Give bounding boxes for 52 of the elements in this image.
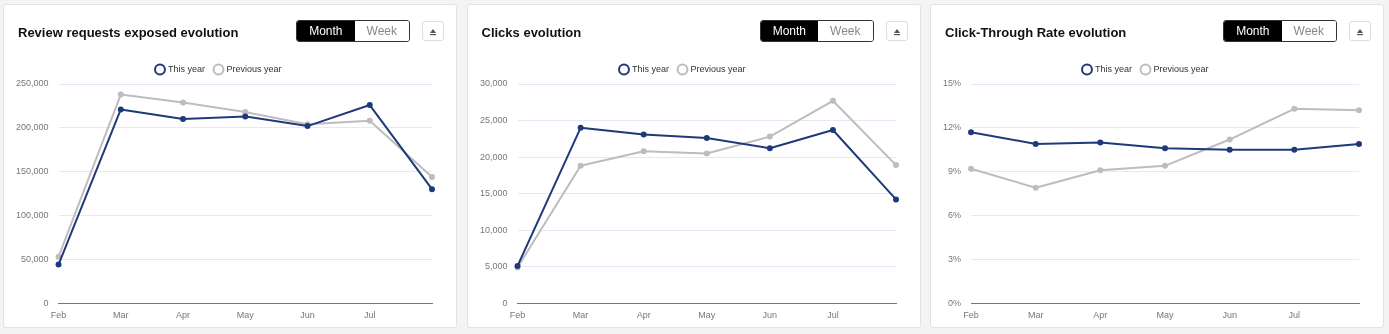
text: Week bbox=[1281, 21, 1336, 41]
y-tick-label: 100,000 bbox=[15, 210, 49, 220]
chart-title: Clicks evolution bbox=[481, 25, 582, 40]
y-tick-label: 10,000 bbox=[479, 224, 508, 235]
x-tick-label: May bbox=[236, 310, 255, 321]
x-tick-label: May bbox=[697, 310, 716, 321]
y-tick-label: 15% bbox=[943, 78, 962, 89]
x-tick-label: Jul bbox=[826, 310, 839, 321]
text: Month bbox=[1224, 21, 1282, 41]
text: Month bbox=[297, 21, 355, 41]
y-tick-label: 9% bbox=[948, 166, 962, 177]
legend-label: Previous year bbox=[689, 63, 746, 74]
x-tick-label: Apr bbox=[636, 310, 651, 321]
text: Week bbox=[818, 21, 873, 41]
x-tick-label: Mar bbox=[113, 310, 129, 321]
text: Month bbox=[760, 21, 819, 41]
y-tick-label: 6% bbox=[948, 210, 962, 220]
y-tick-label: 0 bbox=[43, 297, 49, 308]
text: Week bbox=[354, 21, 409, 41]
y-tick-label: 150,000 bbox=[15, 166, 49, 177]
y-tick-label: 0% bbox=[948, 297, 962, 308]
y-tick-label: 50,000 bbox=[21, 253, 49, 264]
chart-title: Click-Through Rate evolution bbox=[945, 25, 1127, 40]
legend-label: Previous year bbox=[1153, 63, 1209, 74]
y-tick-label: 250,000 bbox=[15, 78, 49, 89]
x-tick-label: Apr bbox=[176, 310, 191, 321]
chart-title: Review requests exposed evolution bbox=[18, 25, 239, 40]
x-tick-label: Jul bbox=[364, 310, 376, 321]
x-tick-label: Feb bbox=[50, 310, 67, 321]
x-tick-label: Jun bbox=[1222, 310, 1237, 321]
x-tick-label: Mar bbox=[1027, 310, 1044, 321]
x-tick-label: Jun bbox=[762, 310, 777, 321]
legend-label: This year bbox=[167, 63, 205, 74]
legend-label: Previous year bbox=[226, 63, 282, 74]
y-tick-label: 0 bbox=[502, 297, 508, 308]
y-tick-label: 200,000 bbox=[15, 122, 49, 133]
legend-label: This year bbox=[631, 63, 669, 74]
y-tick-label: 12% bbox=[943, 122, 962, 133]
x-tick-label: May bbox=[1156, 310, 1174, 321]
y-tick-label: 30,000 bbox=[479, 78, 508, 89]
y-tick-label: 3% bbox=[948, 253, 962, 264]
x-tick-label: Mar bbox=[572, 310, 588, 321]
x-tick-label: Apr bbox=[1093, 310, 1108, 321]
x-tick-label: Jun bbox=[300, 310, 315, 321]
x-tick-label: Feb bbox=[509, 310, 525, 321]
y-tick-label: 25,000 bbox=[479, 115, 508, 126]
y-tick-label: 5,000 bbox=[484, 261, 508, 272]
legend-label: This year bbox=[1094, 63, 1132, 74]
x-tick-label: Jul bbox=[1288, 310, 1301, 321]
x-tick-label: Feb bbox=[963, 310, 979, 321]
y-tick-label: 20,000 bbox=[479, 151, 508, 162]
y-tick-label: 15,000 bbox=[479, 188, 508, 199]
